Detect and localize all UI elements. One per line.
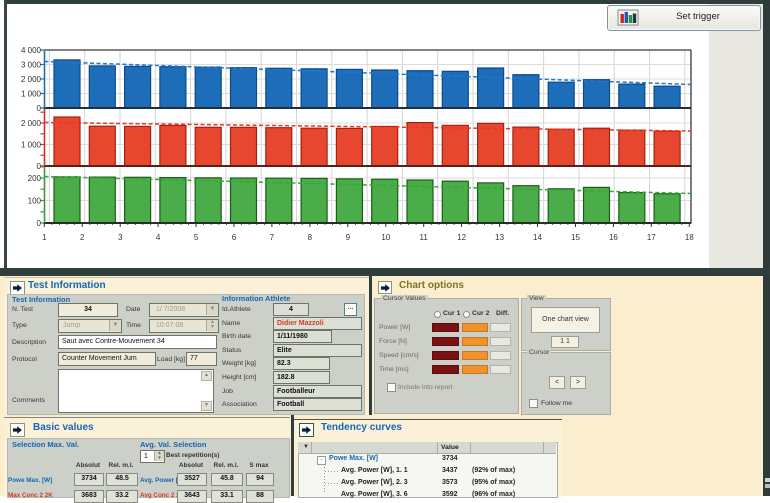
svg-text:3: 3 xyxy=(118,233,123,242)
svg-text:2 000: 2 000 xyxy=(21,75,42,84)
svg-text:0: 0 xyxy=(37,162,42,171)
svg-text:15: 15 xyxy=(571,233,580,242)
svg-text:14: 14 xyxy=(533,233,542,242)
svg-text:1: 1 xyxy=(42,233,47,242)
svg-text:7: 7 xyxy=(270,233,275,242)
svg-text:100: 100 xyxy=(28,196,42,205)
svg-text:200: 200 xyxy=(28,174,42,183)
svg-text:2 000: 2 000 xyxy=(21,119,42,128)
svg-text:18: 18 xyxy=(685,233,694,242)
svg-text:10: 10 xyxy=(381,233,390,242)
svg-text:8: 8 xyxy=(308,233,313,242)
svg-text:6: 6 xyxy=(232,233,237,242)
svg-text:17: 17 xyxy=(647,233,656,242)
svg-text:1 000: 1 000 xyxy=(21,140,42,149)
svg-text:9: 9 xyxy=(346,233,351,242)
svg-text:0: 0 xyxy=(37,219,42,228)
svg-text:11: 11 xyxy=(420,233,429,242)
svg-text:0: 0 xyxy=(37,104,42,113)
svg-text:2: 2 xyxy=(80,233,85,242)
svg-text:4: 4 xyxy=(156,233,161,242)
svg-text:1 000: 1 000 xyxy=(21,89,42,98)
svg-text:12: 12 xyxy=(457,233,466,242)
svg-text:16: 16 xyxy=(609,233,618,242)
svg-text:4 000: 4 000 xyxy=(21,46,42,55)
svg-text:13: 13 xyxy=(495,233,504,242)
svg-text:5: 5 xyxy=(194,233,199,242)
svg-text:3 000: 3 000 xyxy=(21,60,42,69)
